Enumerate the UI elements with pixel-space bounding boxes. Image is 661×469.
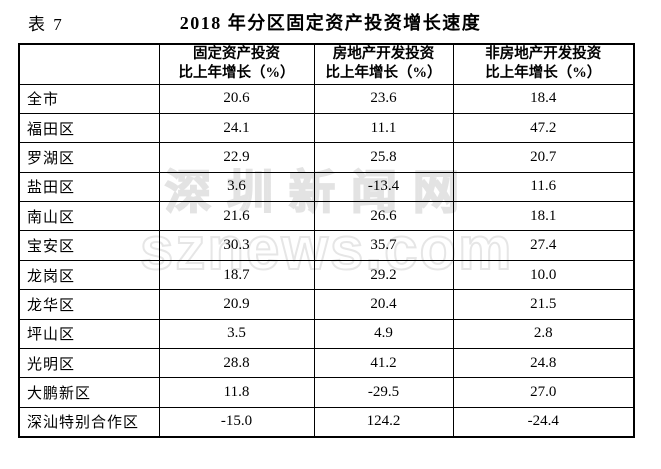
district-cell: 罗湖区	[18, 142, 160, 173]
realestate-investment-value-cell: 29.2	[313, 259, 454, 291]
fixed-investment-value-cell: 18.7	[158, 259, 315, 291]
table-row: 全市 20.6 23.6 18.4	[18, 83, 635, 114]
non-realestate-investment-value-cell: 27.4	[452, 230, 635, 261]
district-cell: 南山区	[18, 201, 160, 232]
district-cell: 光明区	[18, 348, 160, 379]
realestate-investment-value-cell: 35.7	[313, 230, 454, 261]
table-row: 大鹏新区 11.8 -29.5 27.0	[18, 377, 635, 408]
fixed-investment-header-cell: 固定资产投资 比上年增长（%）	[158, 43, 315, 85]
district-cell: 龙华区	[18, 289, 160, 320]
table-row: 龙华区 20.9 20.4 21.5	[18, 289, 635, 320]
fixed-investment-value-cell: 20.6	[158, 83, 315, 114]
realestate-investment-value-cell: -13.4	[313, 171, 454, 203]
realestate-investment-header-cell: 房地产开发投资 比上年增长（%）	[313, 43, 454, 85]
table-row: 盐田区 3.6 -13.4 11.6	[18, 171, 635, 203]
non-realestate-investment-value-cell: 18.1	[452, 201, 635, 232]
non-realestate-investment-value-cell: 11.6	[452, 171, 635, 203]
header-line1: 房地产开发投资	[332, 46, 435, 63]
page-title: 2018 年分区固定资产投资增长速度	[179, 13, 482, 33]
header-line1: 固定资产投资	[193, 46, 280, 63]
fixed-investment-value-cell: 11.8	[158, 377, 315, 408]
header-line1: 非房地产开发投资	[485, 46, 602, 63]
district-cell: 龙岗区	[18, 259, 160, 291]
non-realestate-investment-value-cell: 21.5	[452, 289, 635, 320]
table-row: 龙岗区 18.7 29.2 10.0	[18, 259, 635, 291]
district-header-cell	[18, 43, 160, 85]
header-row: 固定资产投资 比上年增长（%） 房地产开发投资 比上年增长（%） 非房地产开发投…	[18, 43, 635, 85]
non-realestate-investment-value-cell: 27.0	[452, 377, 635, 408]
table-row: 南山区 21.6 26.6 18.1	[18, 201, 635, 232]
realestate-investment-value-cell: 25.8	[313, 142, 454, 173]
non-realestate-investment-value-cell: 20.7	[452, 142, 635, 173]
district-cell: 坪山区	[18, 318, 160, 350]
fixed-investment-value-cell: 21.6	[158, 201, 315, 232]
investment-growth-table: 固定资产投资 比上年增长（%） 房地产开发投资 比上年增长（%） 非房地产开发投…	[18, 43, 635, 438]
fixed-investment-value-cell: 30.3	[158, 230, 315, 261]
fixed-investment-value-cell: 22.9	[158, 142, 315, 173]
realestate-investment-value-cell: 41.2	[313, 348, 454, 379]
fixed-investment-value-cell: 3.6	[158, 171, 315, 203]
district-cell: 深汕特别合作区	[18, 406, 160, 438]
page: 表 7 2018 年分区固定资产投资增长速度 深圳新闻网 sznews.com …	[0, 0, 661, 438]
header-line2: 比上年增长（%）	[178, 65, 295, 82]
non-realestate-investment-value-cell: 24.8	[452, 348, 635, 379]
fixed-investment-value-cell: 20.9	[158, 289, 315, 320]
non-realestate-investment-value-cell: 18.4	[452, 83, 635, 114]
fixed-investment-value-cell: 24.1	[158, 112, 315, 144]
header-line2: 比上年增长（%）	[485, 65, 602, 82]
fixed-investment-value-cell: 3.5	[158, 318, 315, 350]
fixed-investment-value-cell: 28.8	[158, 348, 315, 379]
fixed-investment-value-cell: -15.0	[158, 406, 315, 438]
district-cell: 宝安区	[18, 230, 160, 261]
district-cell: 福田区	[18, 112, 160, 144]
realestate-investment-value-cell: 124.2	[313, 406, 454, 438]
table-row: 宝安区 30.3 35.7 27.4	[18, 230, 635, 261]
non-realestate-investment-value-cell: 47.2	[452, 112, 635, 144]
table-row: 深汕特别合作区 -15.0 124.2 -24.4	[18, 406, 635, 438]
district-cell: 大鹏新区	[18, 377, 160, 408]
realestate-investment-value-cell: 11.1	[313, 112, 454, 144]
realestate-investment-value-cell: 23.6	[313, 83, 454, 114]
non-realestate-investment-value-cell: 2.8	[452, 318, 635, 350]
table-row: 罗湖区 22.9 25.8 20.7	[18, 142, 635, 173]
district-cell: 全市	[18, 83, 160, 114]
non-realestate-investment-value-cell: -24.4	[452, 406, 635, 438]
realestate-investment-value-cell: 26.6	[313, 201, 454, 232]
realestate-investment-value-cell: 4.9	[313, 318, 454, 350]
realestate-investment-value-cell: 20.4	[313, 289, 454, 320]
non-realestate-investment-header-cell: 非房地产开发投资 比上年增长（%）	[452, 43, 635, 85]
table-number-label: 表 7	[28, 15, 64, 34]
header-line2: 比上年增长（%）	[325, 65, 442, 82]
realestate-investment-value-cell: -29.5	[313, 377, 454, 408]
table-row: 坪山区 3.5 4.9 2.8	[18, 318, 635, 350]
district-cell: 盐田区	[18, 171, 160, 203]
non-realestate-investment-value-cell: 10.0	[452, 259, 635, 291]
table-row: 光明区 28.8 41.2 24.8	[18, 348, 635, 379]
table-row: 福田区 24.1 11.1 47.2	[18, 112, 635, 144]
